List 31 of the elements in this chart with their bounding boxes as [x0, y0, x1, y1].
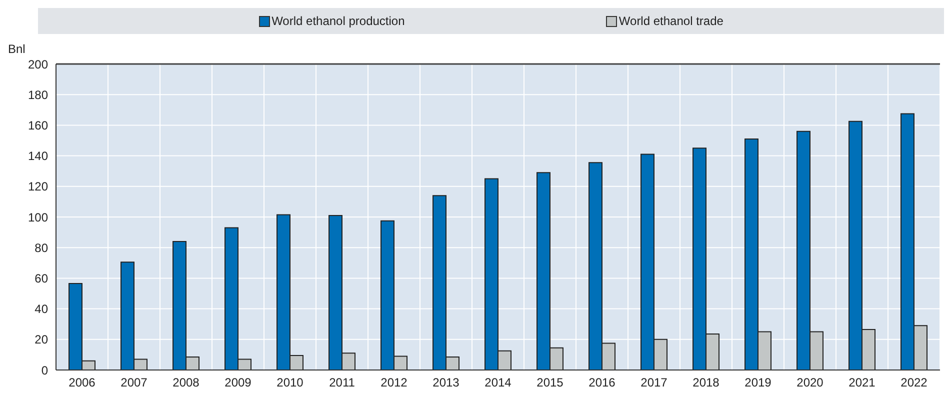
x-tick-label: 2019: [744, 376, 772, 390]
y-tick-label: 0: [41, 363, 48, 378]
x-tick-label: 2016: [588, 376, 616, 390]
x-tick-label: 2017: [640, 376, 668, 390]
x-tick-label: 2015: [536, 376, 564, 390]
x-tick-label: 2022: [900, 376, 928, 390]
x-tick-label: 2020: [796, 376, 824, 390]
y-tick-label: 140: [28, 149, 48, 164]
legend-label: World ethanol production: [270, 14, 405, 28]
x-tick-label: 2021: [848, 376, 876, 390]
y-tick-label: 200: [28, 57, 48, 72]
y-axis-title: Bnl: [8, 42, 26, 56]
y-tick-label: 160: [28, 118, 48, 132]
y-tick-label: 60: [34, 271, 48, 286]
x-tick-label: 2012: [380, 376, 408, 390]
x-tick-label: 2008: [172, 376, 200, 390]
y-tick-label: 80: [34, 240, 48, 255]
x-tick-label: 2013: [432, 376, 460, 390]
x-tick-label: 2011: [329, 376, 356, 390]
y-tick-label: 120: [28, 180, 48, 194]
y-tick-label: 180: [28, 88, 48, 102]
y-tick-label: 40: [34, 302, 48, 316]
x-tick-label: 2006: [68, 376, 96, 390]
x-tick-label: 2010: [276, 376, 304, 390]
x-tick-label: 2007: [120, 376, 148, 390]
x-tick-label: 2018: [692, 376, 720, 390]
y-tick-label: 20: [34, 332, 48, 347]
x-tick-label: 2014: [484, 376, 512, 390]
legend-label: World ethanol trade: [618, 14, 724, 28]
y-tick-label: 100: [28, 210, 48, 224]
x-tick-label: 2009: [224, 376, 252, 390]
